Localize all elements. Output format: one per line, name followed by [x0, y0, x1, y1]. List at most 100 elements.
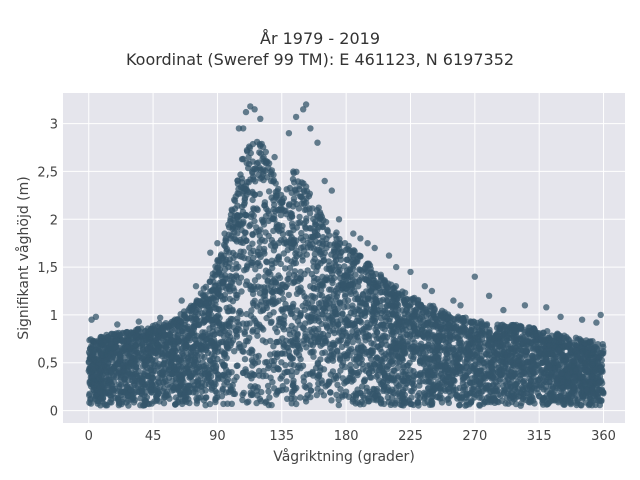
data-point: [220, 400, 227, 408]
data-point: [223, 247, 230, 255]
data-point: [309, 342, 317, 349]
data-point: [235, 263, 242, 271]
data-point: [241, 195, 249, 202]
data-point: [381, 313, 388, 321]
data-point: [268, 261, 276, 268]
data-point: [398, 339, 406, 346]
data-point: [327, 389, 334, 396]
data-point: [317, 287, 325, 294]
data-point: [266, 394, 273, 401]
data-point: [246, 334, 253, 341]
data-point: [379, 378, 387, 386]
data-point: [218, 273, 225, 280]
data-point: [469, 389, 476, 396]
data-point: [101, 401, 108, 408]
data-point: [414, 297, 421, 305]
data-point: [416, 378, 423, 385]
data-point: [221, 372, 228, 379]
data-point: [267, 242, 275, 249]
data-point: [95, 337, 103, 344]
data-point: [315, 318, 323, 325]
data-point: [243, 310, 250, 318]
data-point: [231, 196, 238, 203]
data-point: [410, 355, 417, 363]
data-point: [359, 361, 366, 368]
data-point: [458, 394, 466, 401]
data-point: [588, 361, 596, 368]
data-point: [318, 248, 325, 255]
data-point: [187, 353, 195, 360]
data-point: [226, 256, 233, 263]
data-point: [417, 323, 425, 330]
data-point: [225, 307, 233, 315]
data-point: [234, 177, 241, 184]
data-point: [336, 235, 343, 243]
data-point: [195, 378, 202, 385]
data-point: [410, 377, 417, 384]
data-point: [520, 377, 528, 384]
data-point: [399, 368, 406, 376]
data-point: [312, 218, 319, 225]
data-point: [464, 392, 471, 399]
data-point: [169, 383, 176, 390]
data-point: [202, 394, 209, 401]
data-point: [141, 398, 148, 406]
data-point: [446, 331, 453, 338]
data-point: [121, 376, 128, 383]
data-point: [300, 325, 308, 333]
data-point: [282, 265, 289, 272]
data-point: [435, 354, 442, 362]
data-point: [248, 357, 256, 364]
data-point: [344, 297, 352, 304]
data-point: [275, 366, 282, 373]
data-point: [471, 357, 479, 364]
data-point: [271, 357, 278, 364]
data-point: [353, 362, 360, 369]
data-point: [464, 346, 472, 354]
data-point: [239, 391, 246, 398]
data-point: [384, 378, 391, 385]
data-point: [493, 324, 501, 331]
data-point: [269, 297, 277, 304]
data-point: [101, 357, 109, 364]
data-point: [256, 238, 264, 246]
data-point: [322, 315, 329, 322]
data-point: [234, 230, 241, 237]
data-point: [532, 353, 539, 361]
data-point: [507, 358, 514, 366]
data-point: [401, 391, 408, 398]
data-point: [377, 271, 384, 278]
data-point: [212, 396, 219, 404]
data-point: [260, 306, 267, 313]
data-point: [198, 352, 205, 360]
data-point: [364, 395, 372, 402]
data-point: [236, 252, 243, 260]
data-point: [321, 349, 329, 356]
data-point: [384, 363, 391, 370]
data-point: [302, 330, 309, 337]
data-point: [173, 353, 180, 360]
data-point: [484, 368, 492, 376]
data-point: [284, 344, 292, 351]
data-point: [539, 396, 546, 404]
data-point: [219, 387, 226, 394]
data-point: [253, 387, 260, 394]
data-point: [320, 366, 328, 373]
data-point: [234, 202, 241, 209]
data-point: [216, 319, 223, 327]
data-point: [535, 349, 543, 356]
data-point: [278, 306, 285, 313]
data-point: [264, 278, 271, 285]
data-point: [193, 400, 200, 407]
data-point: [530, 360, 538, 367]
data-point: [252, 266, 259, 273]
data-point: [293, 190, 300, 197]
data-point: [417, 372, 424, 379]
data-point: [481, 359, 488, 367]
data-point: [279, 350, 286, 357]
data-point: [429, 399, 436, 406]
data-point: [570, 383, 578, 391]
data-point: [466, 401, 473, 408]
data-point: [488, 344, 495, 351]
data-point: [154, 341, 162, 348]
